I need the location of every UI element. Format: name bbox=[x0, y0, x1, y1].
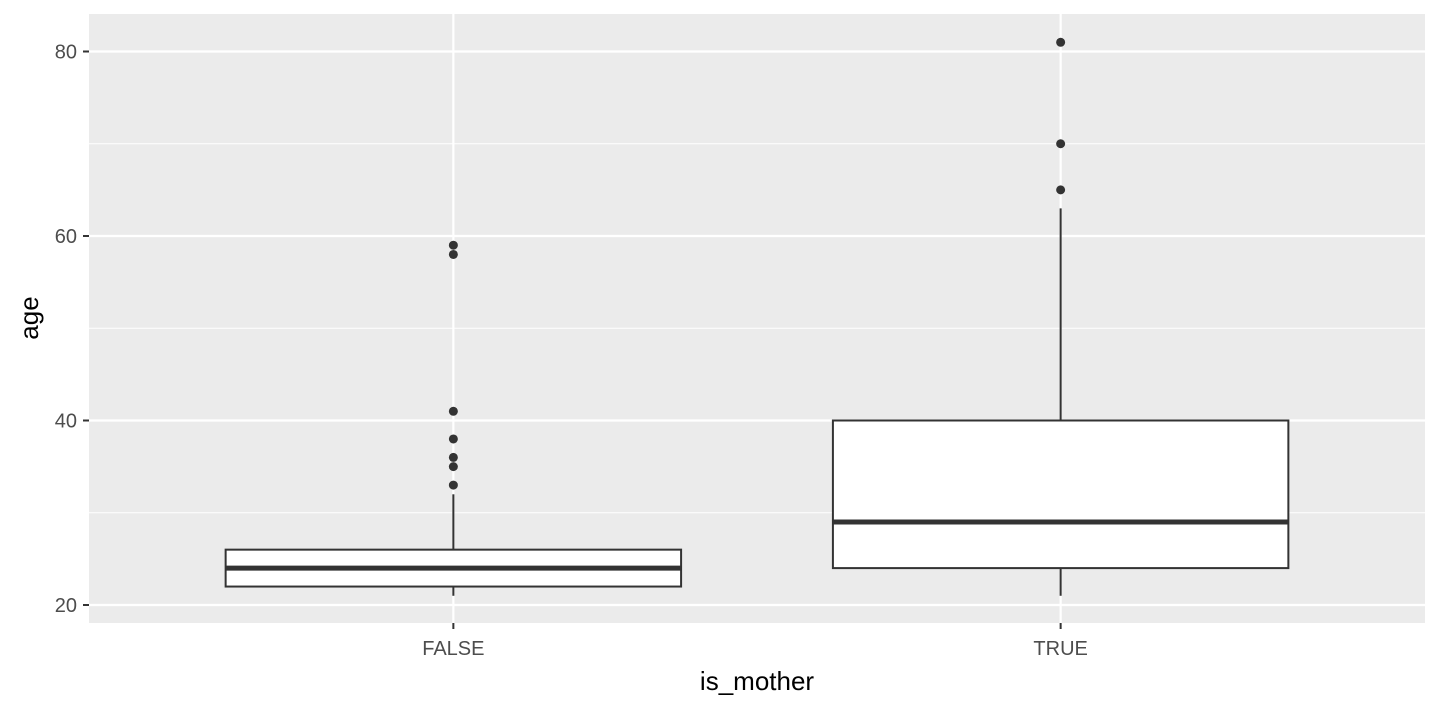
box-body bbox=[831, 419, 1290, 570]
x-tick-label: TRUE bbox=[1033, 638, 1087, 660]
outlier-point bbox=[448, 406, 458, 416]
outlier-point bbox=[448, 480, 458, 490]
grid-lines bbox=[89, 14, 1425, 623]
box-false bbox=[224, 240, 683, 596]
x-tick-label: FALSE bbox=[422, 638, 484, 660]
outlier-point bbox=[448, 434, 458, 444]
boxplots bbox=[224, 37, 1290, 596]
outlier-point bbox=[448, 452, 458, 462]
outlier-point bbox=[448, 462, 458, 472]
y-tick-label: 60 bbox=[55, 226, 77, 248]
y-axis: 20 40 60 80 bbox=[55, 42, 89, 617]
outlier-point bbox=[1056, 37, 1066, 47]
x-axis: FALSE TRUE bbox=[422, 623, 1088, 660]
y-tick-label: 80 bbox=[55, 42, 77, 64]
y-axis-title: age bbox=[14, 296, 44, 339]
outlier-point bbox=[448, 249, 458, 259]
outlier-point bbox=[1056, 185, 1066, 195]
box-true bbox=[831, 37, 1290, 596]
y-tick-label: 20 bbox=[55, 595, 77, 617]
y-tick-label: 40 bbox=[55, 411, 77, 433]
outlier-point bbox=[448, 240, 458, 250]
x-axis-title: is_mother bbox=[700, 666, 814, 696]
outlier-point bbox=[1056, 139, 1066, 149]
